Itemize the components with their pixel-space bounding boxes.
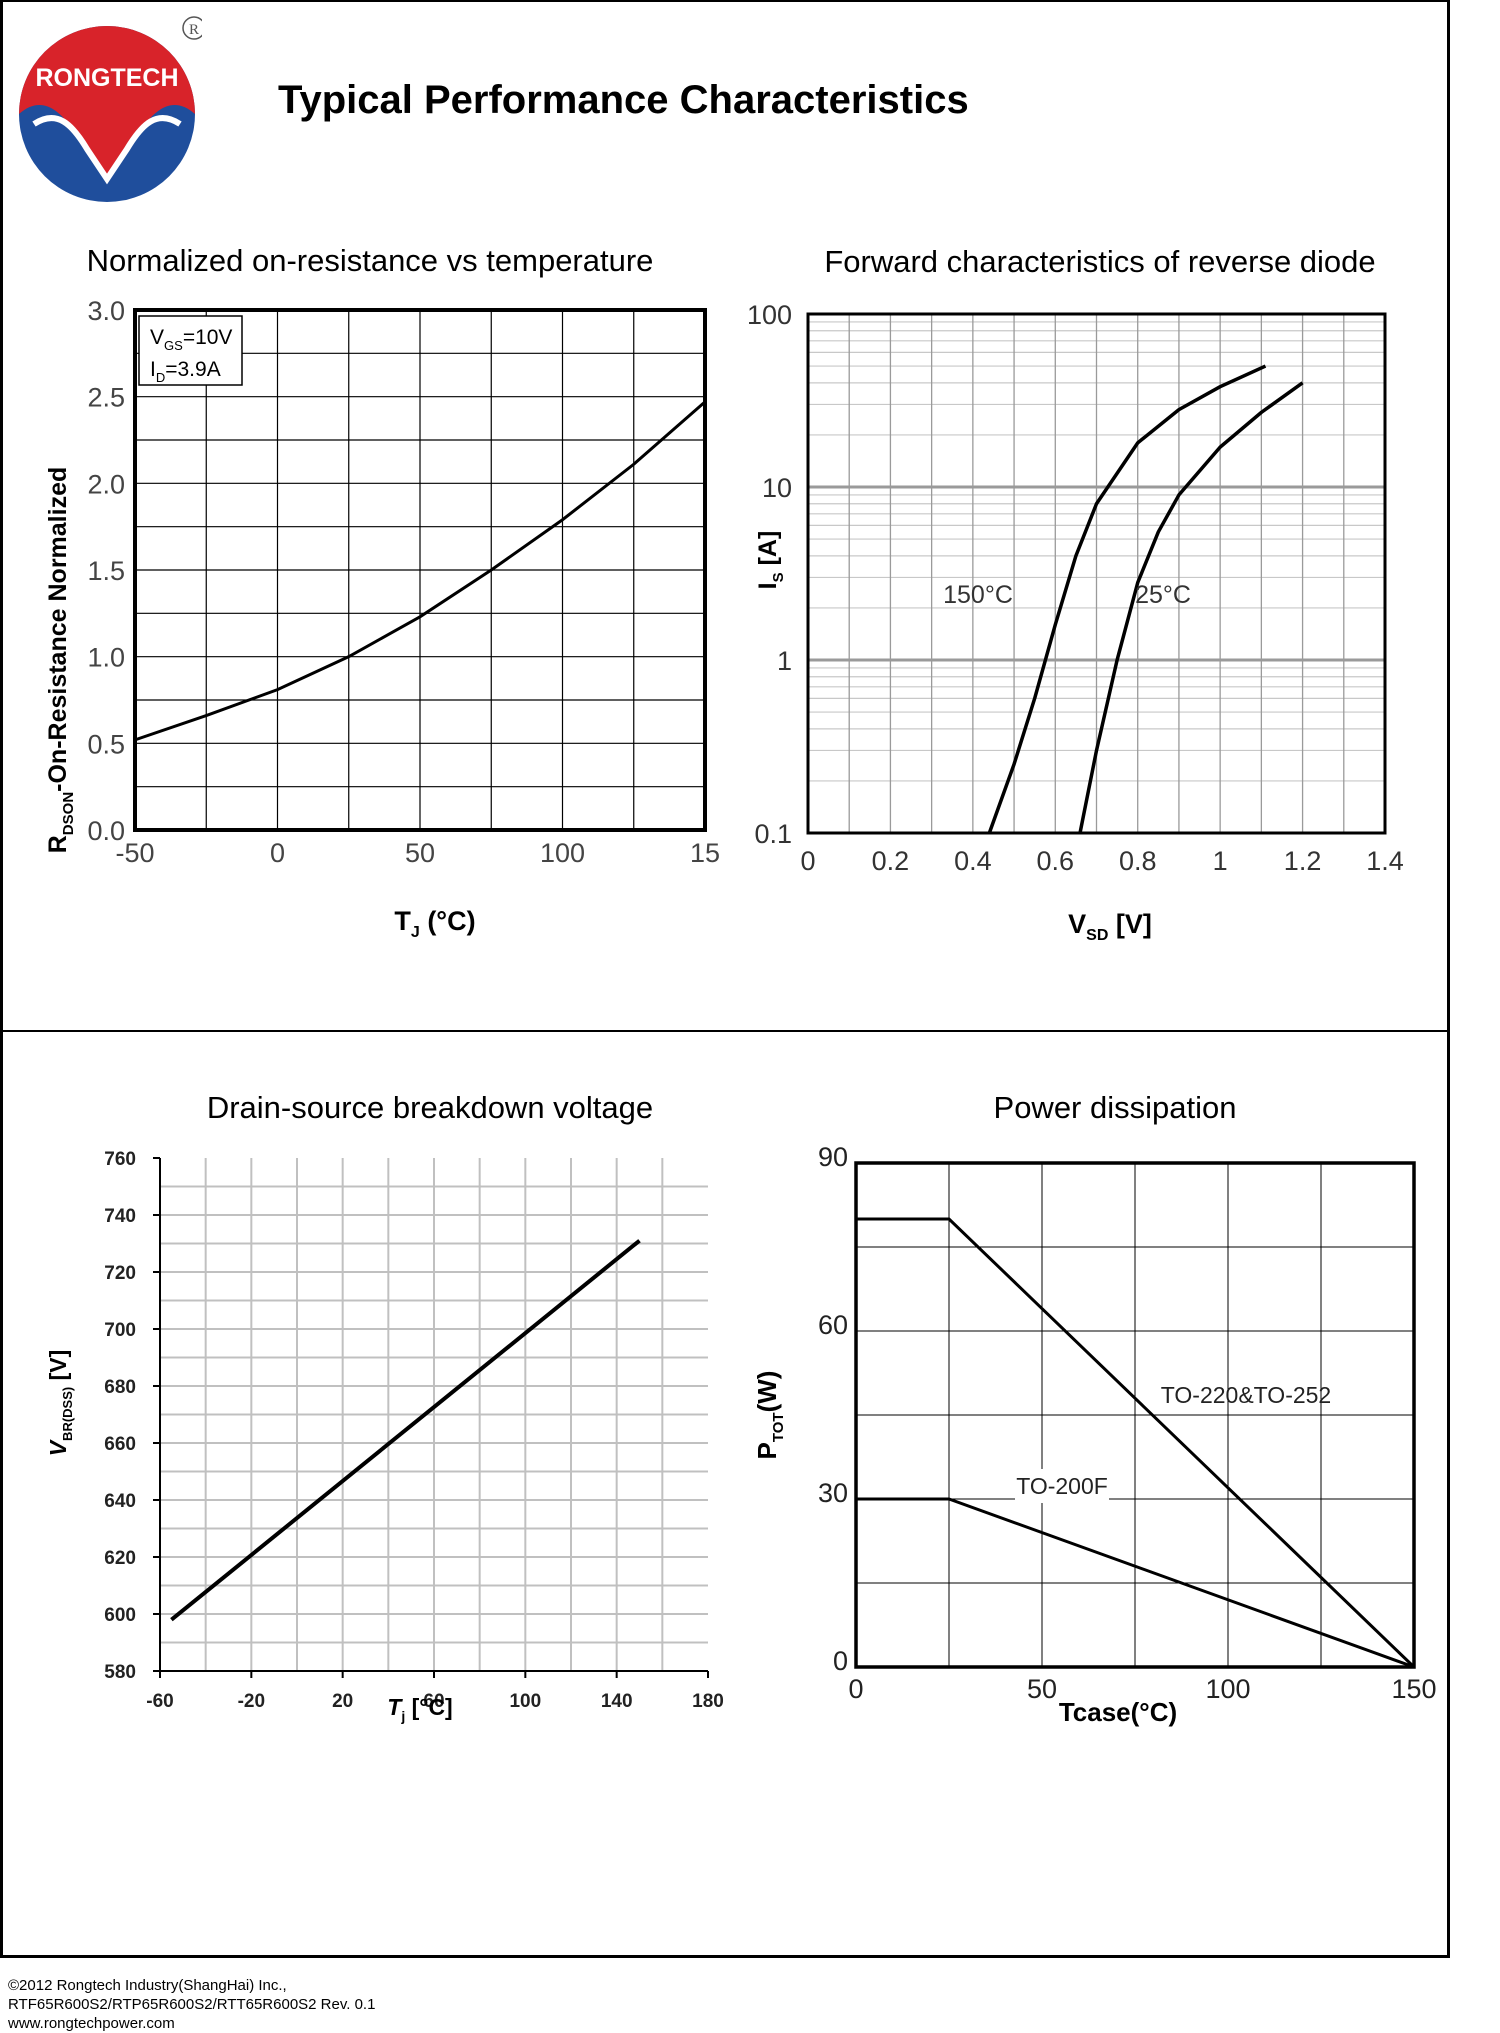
rdson-y-tick: 3.0 — [87, 296, 125, 326]
chart-bvdss-title: Drain-source breakdown voltage — [207, 1090, 653, 1125]
rdson-x-tick: 50 — [405, 838, 435, 868]
ptot-label-to200f: TO-200F — [1016, 1473, 1108, 1499]
rdson-xlabel: TJ (°C) — [394, 906, 475, 941]
diode-y-tick: 100 — [747, 300, 792, 330]
footer-copyright: ©2012 Rongtech Industry(ShangHai) Inc., — [8, 1977, 287, 1994]
ptot-x-tick: 50 — [1027, 1674, 1057, 1704]
diode-label-25c: 25°C — [1135, 581, 1191, 609]
chart-diode: Forward characteristics of reverse diode… — [747, 244, 1404, 944]
diode-x-tick: 0 — [800, 846, 815, 876]
diode-x-tick: 0.4 — [954, 846, 992, 876]
diode-series-25c — [1078, 381, 1304, 834]
diode-label-150c: 150°C — [943, 581, 1013, 609]
ptot-x-tick: 150 — [1391, 1674, 1436, 1704]
bvdss-y-tick: 600 — [104, 1605, 136, 1626]
section-divider — [0, 1030, 1450, 1032]
bvdss-y-tick: 740 — [104, 1206, 136, 1227]
ptot-y-tick: 30 — [818, 1478, 848, 1508]
bvdss-y-tick: 760 — [104, 1149, 136, 1170]
diode-plot-frame — [806, 312, 1387, 835]
rdson-annotation: VGS=10V ID=3.9A — [138, 315, 243, 386]
diode-x-tick: 1 — [1213, 846, 1228, 876]
ptot-plot-frame — [854, 1161, 1416, 1669]
rdson-y-tick: 1.5 — [87, 556, 125, 586]
bvdss-x-tick: 100 — [509, 1691, 541, 1712]
rdson-x-tick: -50 — [115, 838, 154, 868]
bvdss-y-tick: 720 — [104, 1263, 136, 1284]
bvdss-x-tick: 140 — [601, 1691, 633, 1712]
logo-wave — [32, 115, 182, 185]
rdson-y-tick: 2.5 — [87, 383, 125, 413]
diode-x-tick: 1.4 — [1366, 846, 1404, 876]
diode-x-tick: 0.8 — [1119, 846, 1157, 876]
ptot-y-tick: 60 — [818, 1310, 848, 1340]
ptot-x-tick: 100 — [1205, 1674, 1250, 1704]
diode-ylabel: IS [A] — [754, 531, 787, 590]
footer-website: www.rongtechpower.com — [8, 2015, 175, 2032]
page-frame — [0, 0, 1450, 1958]
diode-x-tick: 0.6 — [1037, 846, 1075, 876]
page-title: Typical Performance Characteristics — [278, 78, 969, 122]
ptot-ylabel: PTOT(W) — [752, 1371, 787, 1460]
chart-rdson: Normalized on-resistance vs temperature … — [44, 243, 720, 941]
ptot-series-to220 — [856, 1217, 1416, 1669]
ptot-label-to220: TO-220&TO-252 — [1161, 1382, 1331, 1408]
rdson-series-line — [134, 400, 706, 742]
bvdss-y-tick: 620 — [104, 1548, 136, 1569]
bvdss-x-tick: 20 — [332, 1691, 353, 1712]
bvdss-y-tick: 580 — [104, 1662, 136, 1683]
rdson-y-tick: 0.0 — [87, 816, 125, 846]
bvdss-y-tick: 660 — [104, 1434, 136, 1455]
bvdss-x-tick: 180 — [692, 1691, 724, 1712]
logo-brand-text: RONGTECH — [35, 64, 178, 92]
logo-red-half — [19, 26, 195, 184]
chart-rdson-title: Normalized on-resistance vs temperature — [87, 243, 654, 278]
rdson-x-tick: 0 — [270, 838, 285, 868]
ptot-label-to200f-bg — [1015, 1469, 1109, 1503]
registered-mark — [182, 16, 202, 40]
ptot-x-tick: 0 — [848, 1674, 863, 1704]
diode-x-tick: 0.2 — [872, 846, 910, 876]
footer-parts: RTF65R600S2/RTP65R600S2/RTT65R600S2 Rev.… — [8, 1996, 376, 2013]
rdson-x-tick: 15 — [690, 838, 720, 868]
diode-y-tick: 10 — [762, 473, 792, 503]
bvdss-y-tick: 700 — [104, 1320, 136, 1341]
ptot-y-tick: 90 — [818, 1142, 848, 1172]
chart-bvdss: Drain-source breakdown voltage -60 -20 20 6… — [45, 1090, 724, 1724]
rdson-y-tick: 0.5 — [87, 729, 125, 759]
diode-y-tick: 1 — [777, 646, 792, 676]
bvdss-y-tick: 640 — [104, 1491, 136, 1512]
chart-diode-title: Forward characteristics of reverse diode — [824, 244, 1375, 279]
registered-mark-letter: R — [189, 22, 199, 38]
diode-xlabel: VSD [V] — [1068, 909, 1152, 944]
rdson-y-tick: 1.0 — [87, 643, 125, 673]
bvdss-y-tick: 680 — [104, 1377, 136, 1398]
rdson-ylabel: RDSON-On-Resistance Normalized — [44, 467, 77, 854]
bvdss-x-tick: -20 — [238, 1691, 265, 1712]
footer: ©2012 Rongtech Industry(ShangHai) Inc., … — [8, 1976, 375, 2033]
rdson-plot-frame — [133, 308, 707, 832]
diode-series-150c — [987, 364, 1267, 834]
ptot-xlabel: Tcase(°C) — [1059, 1697, 1177, 1727]
bvdss-xlabel: Tj [°C] — [387, 1694, 452, 1724]
rdson-annotation-vgs: VGS=10V — [150, 326, 232, 353]
diode-y-tick: 0.1 — [754, 819, 792, 849]
diode-x-tick: 1.2 — [1284, 846, 1322, 876]
rongtech-logo: RONGTECH R — [19, 16, 202, 202]
ptot-y-tick: 0 — [833, 1646, 848, 1676]
bvdss-x-tick: 60 — [423, 1691, 444, 1712]
rdson-x-tick: 100 — [540, 838, 585, 868]
chart-ptot-title: Power dissipation — [994, 1090, 1237, 1125]
bvdss-x-tick: -60 — [146, 1691, 173, 1712]
rdson-y-tick: 2.0 — [87, 469, 125, 499]
ptot-series-to200f — [856, 1497, 1415, 1669]
bvdss-ylabel: VBR(DSS) [V] — [45, 1350, 75, 1457]
bvdss-series-line — [170, 1239, 641, 1622]
chart-ptot: Power dissipation 0 50 100 150 0 30 60 90 TO-22… — [752, 1090, 1437, 1727]
rdson-annotation-id: ID=3.9A — [150, 358, 221, 385]
